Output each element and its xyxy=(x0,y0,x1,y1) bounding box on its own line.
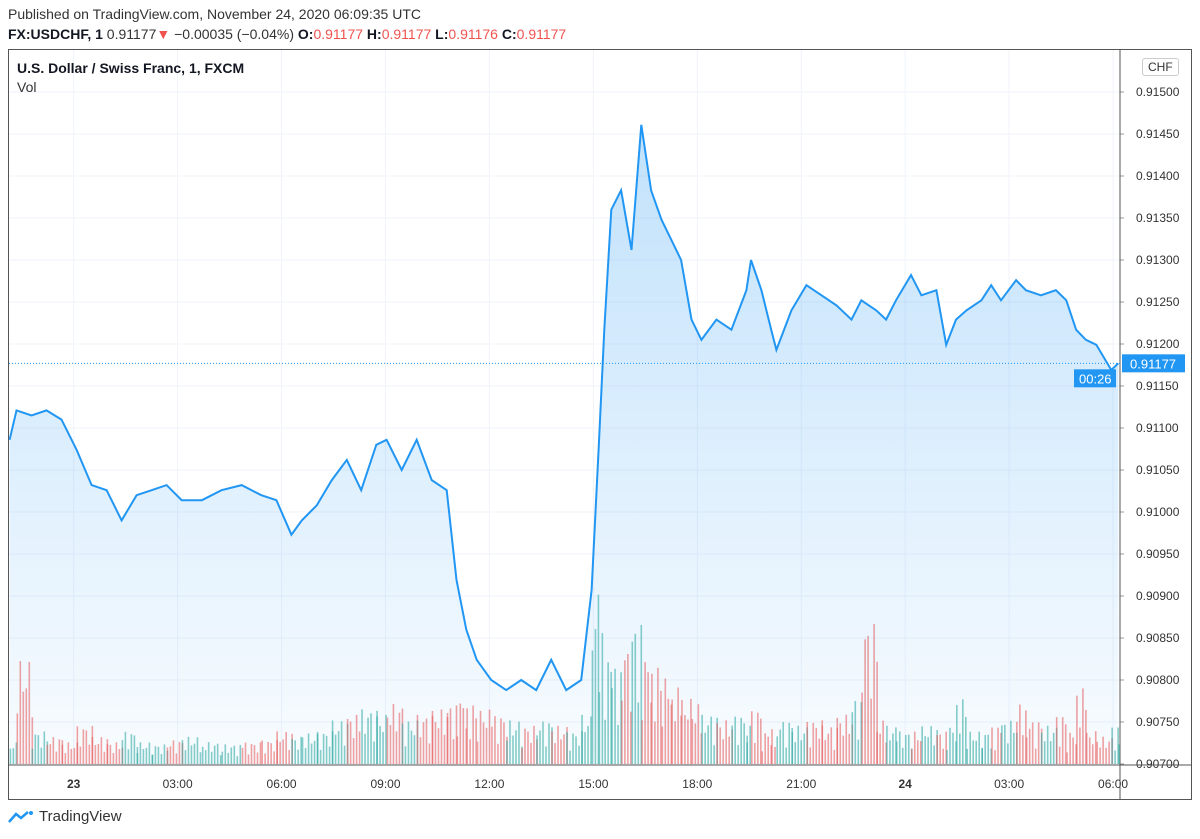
y-tick-label: 0.91150 xyxy=(1136,379,1179,393)
price-area xyxy=(9,124,1119,765)
x-tick-label: 06:00 xyxy=(1098,777,1128,791)
x-tick-label: 03:00 xyxy=(994,777,1024,791)
x-tick-label: 24 xyxy=(899,777,913,791)
x-tick-label: 03:00 xyxy=(163,777,193,791)
x-tick-label: 06:00 xyxy=(267,777,297,791)
volume-bar xyxy=(1118,744,1120,764)
tradingview-logo-icon xyxy=(8,810,33,823)
y-tick-label: 0.91250 xyxy=(1136,295,1180,309)
down-triangle-icon: ▼ xyxy=(156,26,171,42)
y-tick-label: 0.91100 xyxy=(1136,421,1179,435)
y-tick-label: 0.90750 xyxy=(1136,715,1180,729)
last-price-badge xyxy=(1122,354,1185,373)
y-tick-label: 0.91300 xyxy=(1136,253,1180,267)
volume-label: Vol xyxy=(17,79,37,95)
y-tick-label: 0.90800 xyxy=(1136,673,1180,687)
x-tick-label: 21:00 xyxy=(786,777,816,791)
y-tick-label: 0.91500 xyxy=(1136,85,1180,99)
y-tick-label: 0.91050 xyxy=(1136,463,1180,477)
currency-button[interactable]: CHF xyxy=(1142,58,1179,76)
symbol-legend: FX:USDCHF, 1 0.91177▼ −0.00035 (−0.04%) … xyxy=(8,26,566,42)
close-value: 0.91177 xyxy=(516,26,567,42)
open-value: 0.91177 xyxy=(313,26,364,42)
y-tick-label: 0.90950 xyxy=(1136,547,1180,561)
high-value: 0.91177 xyxy=(381,26,432,42)
x-tick-label: 12:00 xyxy=(474,777,504,791)
y-tick-label: 0.90850 xyxy=(1136,631,1180,645)
countdown-badge xyxy=(1074,369,1116,388)
y-tick-label: 0.91000 xyxy=(1136,505,1180,519)
y-tick-label: 0.91400 xyxy=(1136,169,1180,183)
x-tick-label: 23 xyxy=(67,777,81,791)
brand-name: TradingView xyxy=(39,808,122,825)
low-label: L: xyxy=(435,26,449,42)
change-value: −0.00035 (−0.04%) xyxy=(174,26,294,42)
open-label: O: xyxy=(297,26,314,42)
symbol: FX:USDCHF, 1 xyxy=(8,26,103,42)
x-tick-label: 09:00 xyxy=(370,777,400,791)
countdown-label: 00:26 xyxy=(1079,371,1112,386)
price-line xyxy=(8,124,1119,692)
chart-title: U.S. Dollar / Swiss Franc, 1, FXCM xyxy=(17,60,245,76)
last-price-label: 0.91177 xyxy=(1130,356,1176,371)
last-value: 0.91177 xyxy=(106,26,157,42)
y-tick-label: 0.91200 xyxy=(1136,337,1180,351)
x-tick-label: 15:00 xyxy=(578,777,608,791)
y-tick-label: 0.90900 xyxy=(1136,589,1180,603)
x-tick-label: 18:00 xyxy=(682,777,712,791)
tradingview-logo: TradingView xyxy=(8,808,122,825)
high-label: H: xyxy=(366,26,382,42)
chart-frame xyxy=(8,49,1192,800)
y-tick-label: 0.91450 xyxy=(1136,127,1180,141)
y-tick-label: 0.91350 xyxy=(1136,211,1180,225)
published-note: Published on TradingView.com, November 2… xyxy=(8,6,421,22)
y-tick-label: 0.90700 xyxy=(1136,757,1180,771)
close-label: C: xyxy=(501,26,517,42)
low-value: 0.91176 xyxy=(448,26,498,42)
